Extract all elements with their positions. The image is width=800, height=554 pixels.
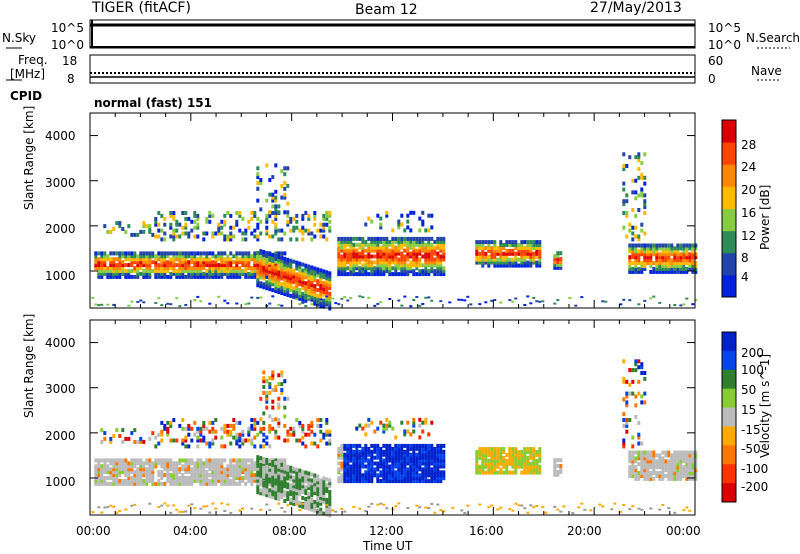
power-colorbar-seg-4 bbox=[722, 186, 736, 209]
xtick-0800: 08:00 bbox=[272, 524, 307, 538]
nsearch-tick-low: 10^0 bbox=[708, 38, 741, 52]
vel-cb-15: 15 bbox=[741, 403, 757, 417]
power-ytick-4000: 4000 bbox=[45, 129, 76, 143]
vel-ytick-1000: 1000 bbox=[45, 475, 76, 489]
pwr-cb-20: 20 bbox=[741, 183, 757, 197]
power-cells bbox=[91, 152, 698, 311]
velocity-colorbar-seg-8 bbox=[722, 483, 736, 503]
nave-label: Nave bbox=[751, 64, 782, 78]
power-ytick-1000: 1000 bbox=[45, 269, 76, 283]
xtick-1600: 16:00 bbox=[469, 524, 504, 538]
vel-ylabel: Slant Range [km] bbox=[22, 313, 36, 418]
vel-ytick-4000: 4000 bbox=[45, 336, 76, 350]
xtick-1200: 12:00 bbox=[369, 524, 404, 538]
vel-cb-label: Velocity [m s^-1] bbox=[758, 353, 772, 458]
velocity-panel bbox=[89, 319, 698, 518]
velocity-colorbar-seg-6 bbox=[722, 445, 736, 465]
velocity-colorbar-seg-2 bbox=[722, 369, 736, 390]
pwr-cb-28: 28 bbox=[741, 138, 757, 152]
pwr-cb-24: 24 bbox=[741, 160, 757, 174]
radar-title: TIGER (fitACF) bbox=[92, 0, 191, 16]
vel-cb-m200: -200 bbox=[741, 480, 769, 494]
nave-tick-low: 0 bbox=[708, 72, 716, 86]
velocity-colorbar-seg-1 bbox=[722, 350, 736, 371]
nsky-label: N.Sky bbox=[2, 31, 37, 45]
power-colorbar-seg-7 bbox=[722, 120, 736, 143]
nsky-tick-low: 10^0 bbox=[51, 38, 84, 52]
power-ylabel: Slant Range [km] bbox=[22, 105, 36, 210]
vel-cb-m100: -100 bbox=[741, 462, 769, 476]
beam-label: Beam 12 bbox=[355, 2, 418, 18]
velocity-colorbar-seg-3 bbox=[722, 388, 736, 409]
xtick-0000: 00:00 bbox=[76, 524, 111, 538]
power-panel bbox=[89, 112, 698, 311]
xtick-2000: 20:00 bbox=[567, 524, 602, 538]
power-colorbar-seg-1 bbox=[722, 252, 736, 276]
vel-cb-m50: -50 bbox=[741, 442, 761, 456]
freq-tick-high: 18 bbox=[62, 54, 78, 68]
freq-frame bbox=[89, 54, 696, 84]
velocity-colorbar-seg-0 bbox=[722, 332, 736, 352]
velocity-colorbar-frame bbox=[721, 331, 737, 503]
power-colorbar-seg-5 bbox=[722, 164, 736, 187]
nsearch-tick-high: 10^5 bbox=[708, 21, 741, 35]
cpid-label: CPID bbox=[10, 89, 43, 103]
vel-cb-200: 200 bbox=[741, 346, 764, 360]
xtick-0400: 04:00 bbox=[173, 524, 208, 538]
power-colorbar-seg-3 bbox=[722, 208, 736, 232]
power-colorbar-seg-2 bbox=[722, 230, 736, 254]
xlabel: Time UT bbox=[363, 539, 413, 553]
pwr-cb-label: Power [dB] bbox=[758, 184, 772, 250]
xtick-2400: 00:00 bbox=[666, 524, 701, 538]
velocity-cells bbox=[91, 359, 698, 518]
power-colorbar-seg-6 bbox=[722, 142, 736, 165]
freq-label-1: Freq. bbox=[18, 53, 48, 67]
pwr-cb-8: 8 bbox=[741, 251, 749, 265]
power-colorbar-seg-0 bbox=[722, 274, 736, 298]
power-ytick-3000: 3000 bbox=[45, 176, 76, 190]
pwr-cb-12: 12 bbox=[741, 229, 757, 243]
pwr-cb-16: 16 bbox=[741, 206, 757, 220]
velocity-colorbar-seg-7 bbox=[722, 464, 736, 484]
velocity-colorbar-seg-5 bbox=[722, 426, 736, 446]
vel-cb-50: 50 bbox=[741, 383, 757, 397]
power-colorbar-frame bbox=[721, 119, 737, 298]
vel-ytick-2000: 2000 bbox=[45, 429, 76, 443]
nsearch-label: N.Search bbox=[746, 31, 800, 45]
vel-ytick-3000: 3000 bbox=[45, 382, 76, 396]
pwr-cb-4: 4 bbox=[741, 270, 749, 284]
date-label: 27/May/2013 bbox=[590, 0, 682, 16]
freq-label-2: [MHz] bbox=[10, 67, 46, 81]
nave-tick-high: 60 bbox=[708, 54, 724, 68]
power-ytick-2000: 2000 bbox=[45, 222, 76, 236]
nsky-tick-high: 10^5 bbox=[51, 21, 84, 35]
vel-cb-100: 100 bbox=[741, 363, 764, 377]
cpid-value: normal (fast) 151 bbox=[94, 96, 212, 110]
freq-tick-low: 8 bbox=[67, 72, 75, 86]
velocity-colorbar-seg-4 bbox=[722, 407, 736, 427]
vel-cb-m15: -15 bbox=[741, 423, 761, 437]
